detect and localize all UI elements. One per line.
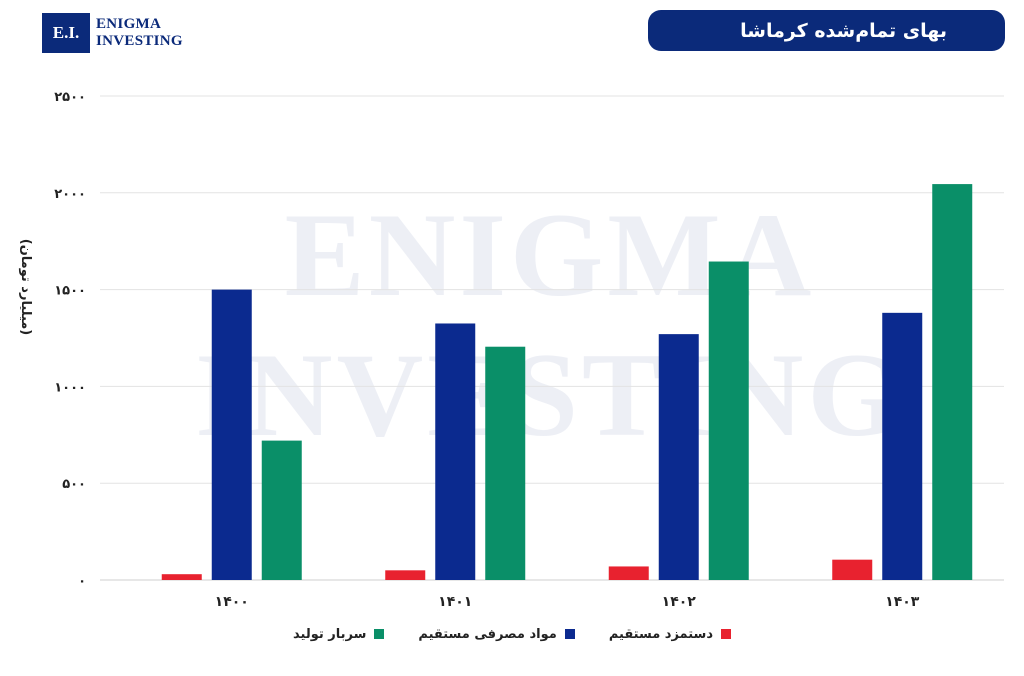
legend-swatch	[374, 629, 385, 639]
x-tick-label: ۱۴۰۰	[215, 594, 249, 610]
bar	[832, 559, 873, 580]
bar	[882, 312, 923, 580]
legend-label: دستمزد مستقیم	[608, 626, 714, 642]
bar	[211, 289, 252, 580]
legend-label: مواد مصرفی مستقیم	[418, 626, 557, 642]
y-tick-label: ۱۵۰۰	[54, 284, 86, 299]
bar	[435, 323, 476, 580]
bar	[658, 334, 699, 580]
bar	[708, 261, 749, 580]
legend-item: دستمزد مستقیم	[608, 622, 732, 646]
y-tick-label: ۲۵۰۰	[54, 90, 86, 105]
logo-line-2: Investing	[96, 33, 183, 49]
bar	[608, 566, 649, 580]
x-tick-labels: ۱۴۰۰ ۱۴۰۱ ۱۴۰۲ ۱۴۰۳	[215, 594, 920, 610]
x-tick-label: ۱۴۰۳	[885, 594, 920, 610]
y-tick-label: ۲۰۰۰	[54, 187, 86, 202]
logo-mark: E.I.	[42, 13, 90, 53]
y-tick-label: ۱۰۰۰	[54, 380, 86, 395]
y-tick-label: ۵۰۰	[62, 477, 86, 492]
y-tick-labels: ۰ ۵۰۰ ۱۰۰۰ ۱۵۰۰ ۲۰۰۰ ۲۵۰۰	[54, 90, 86, 589]
chart-title-banner: بهای تمام‌شده کرماشا	[648, 10, 1005, 51]
bar	[261, 440, 302, 580]
y-tick-label: ۰	[78, 574, 86, 589]
legend-swatch	[721, 629, 732, 639]
bars	[161, 184, 973, 580]
bar	[932, 184, 973, 580]
legend-item: سربار تولید	[293, 622, 385, 646]
x-tick-label: ۱۴۰۲	[662, 594, 697, 610]
y-axis-label: (میلیارد تومان)	[18, 239, 33, 335]
bar	[485, 346, 526, 580]
bar	[161, 574, 202, 580]
chart-title: بهای تمام‌شده کرماشا	[740, 19, 947, 42]
legend-label: سربار تولید	[293, 626, 367, 642]
legend: دستمزد مستقیم مواد مصرفی مستقیم سربار تولی…	[0, 622, 1024, 646]
logo-text: Enigma Investing	[96, 16, 183, 50]
legend-item: مواد مصرفی مستقیم	[418, 622, 575, 646]
legend-swatch	[564, 629, 575, 639]
logo-line-1: Enigma	[96, 16, 162, 32]
bar	[385, 570, 426, 580]
logo: E.I. Enigma Investing	[42, 13, 183, 53]
x-tick-label: ۱۴۰۱	[438, 594, 472, 610]
